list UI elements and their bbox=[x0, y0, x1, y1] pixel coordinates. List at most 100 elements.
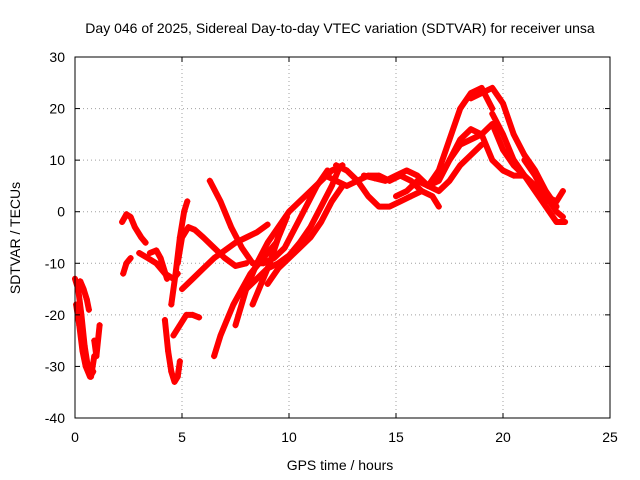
plot-frame bbox=[74, 56, 611, 419]
data-point bbox=[144, 255, 151, 262]
series-line bbox=[264, 182, 346, 287]
data-point bbox=[559, 213, 566, 220]
data-point bbox=[243, 234, 250, 241]
data-point bbox=[446, 177, 453, 184]
y-tick-label: 20 bbox=[49, 101, 65, 117]
data-point bbox=[258, 280, 265, 287]
data-point bbox=[174, 373, 181, 380]
data-point bbox=[303, 203, 310, 210]
data-point bbox=[418, 188, 425, 195]
data-point bbox=[189, 275, 196, 282]
data-point bbox=[489, 157, 496, 164]
x-axis-label: GPS time / hours bbox=[287, 457, 394, 473]
data-point bbox=[318, 177, 325, 184]
data-point bbox=[79, 347, 86, 354]
data-point bbox=[75, 286, 82, 293]
data-point bbox=[286, 208, 292, 215]
data-point bbox=[253, 275, 260, 282]
data-series-arc-13 bbox=[179, 221, 271, 293]
data-point bbox=[307, 234, 314, 241]
data-point bbox=[425, 182, 432, 189]
data-point bbox=[307, 188, 314, 195]
data-point bbox=[478, 131, 485, 138]
data-series-arc-08 bbox=[146, 247, 171, 282]
data-point bbox=[76, 322, 83, 329]
data-series-group bbox=[72, 84, 569, 385]
data-point bbox=[253, 260, 260, 267]
data-point bbox=[232, 262, 239, 269]
data-point bbox=[96, 322, 103, 329]
data-point bbox=[83, 296, 90, 303]
data-point bbox=[170, 332, 177, 339]
x-tick-label: 25 bbox=[602, 429, 618, 445]
data-point bbox=[91, 337, 98, 344]
data-point bbox=[365, 193, 372, 200]
data-point bbox=[532, 188, 539, 195]
data-point bbox=[179, 234, 185, 241]
x-tick-label: 10 bbox=[281, 429, 297, 445]
tick-labels: 0 5 10 15 20 25 -40 -30 -20 -10 0 10 20 30 bbox=[45, 49, 618, 445]
y-axis-label: SDTVAR / TECUs bbox=[7, 182, 23, 294]
data-point bbox=[238, 244, 245, 251]
data-point bbox=[318, 219, 325, 226]
data-point bbox=[521, 157, 528, 164]
data-series-arc-11 bbox=[170, 311, 203, 339]
data-point bbox=[283, 213, 290, 220]
data-point bbox=[164, 275, 171, 282]
data-point bbox=[292, 224, 299, 231]
data-point bbox=[307, 224, 314, 231]
data-point bbox=[343, 182, 350, 189]
data-point bbox=[191, 226, 198, 233]
data-series-arc-06 bbox=[120, 255, 134, 277]
data-point bbox=[542, 203, 549, 210]
data-point bbox=[457, 141, 464, 148]
data-point bbox=[559, 188, 566, 195]
series-line bbox=[119, 211, 149, 246]
data-point bbox=[211, 353, 218, 360]
axis-ticks bbox=[74, 56, 611, 419]
data-point bbox=[393, 193, 399, 200]
data-point bbox=[375, 203, 382, 210]
data-point bbox=[328, 198, 335, 205]
data-point bbox=[429, 193, 436, 200]
data-point bbox=[343, 167, 350, 174]
data-point bbox=[90, 368, 97, 375]
data-point bbox=[500, 167, 506, 174]
data-point bbox=[181, 208, 188, 215]
data-series-arc-09 bbox=[161, 317, 183, 385]
data-series-arc-18 bbox=[249, 213, 290, 308]
grid-lines bbox=[75, 57, 610, 418]
data-point bbox=[553, 198, 560, 205]
data-point bbox=[228, 224, 235, 231]
data-series-arc-12 bbox=[174, 224, 250, 269]
data-series-arc-02 bbox=[73, 301, 97, 380]
data-series-arc-28 bbox=[510, 157, 569, 226]
data-point bbox=[176, 358, 183, 365]
data-point bbox=[73, 301, 80, 308]
data-point bbox=[176, 322, 183, 329]
y-tick-label: -20 bbox=[45, 307, 65, 323]
data-point bbox=[161, 317, 168, 324]
data-point bbox=[489, 84, 496, 91]
data-point bbox=[136, 249, 143, 256]
data-point bbox=[510, 131, 517, 138]
data-point bbox=[333, 162, 340, 169]
data-series-arc-29 bbox=[521, 157, 566, 220]
data-point bbox=[93, 353, 100, 360]
data-point bbox=[446, 157, 453, 164]
data-point bbox=[457, 162, 464, 169]
data-point bbox=[467, 95, 474, 102]
data-point bbox=[253, 229, 260, 236]
data-point bbox=[446, 136, 453, 143]
data-point bbox=[230, 301, 237, 308]
data-point bbox=[489, 110, 496, 117]
data-point bbox=[196, 314, 203, 321]
data-point bbox=[243, 260, 250, 267]
data-point bbox=[296, 244, 303, 251]
data-point bbox=[153, 260, 160, 267]
data-point bbox=[131, 224, 138, 231]
data-point bbox=[467, 126, 474, 133]
x-tick-label: 0 bbox=[71, 429, 79, 445]
data-point bbox=[467, 151, 474, 158]
data-point bbox=[119, 219, 126, 226]
